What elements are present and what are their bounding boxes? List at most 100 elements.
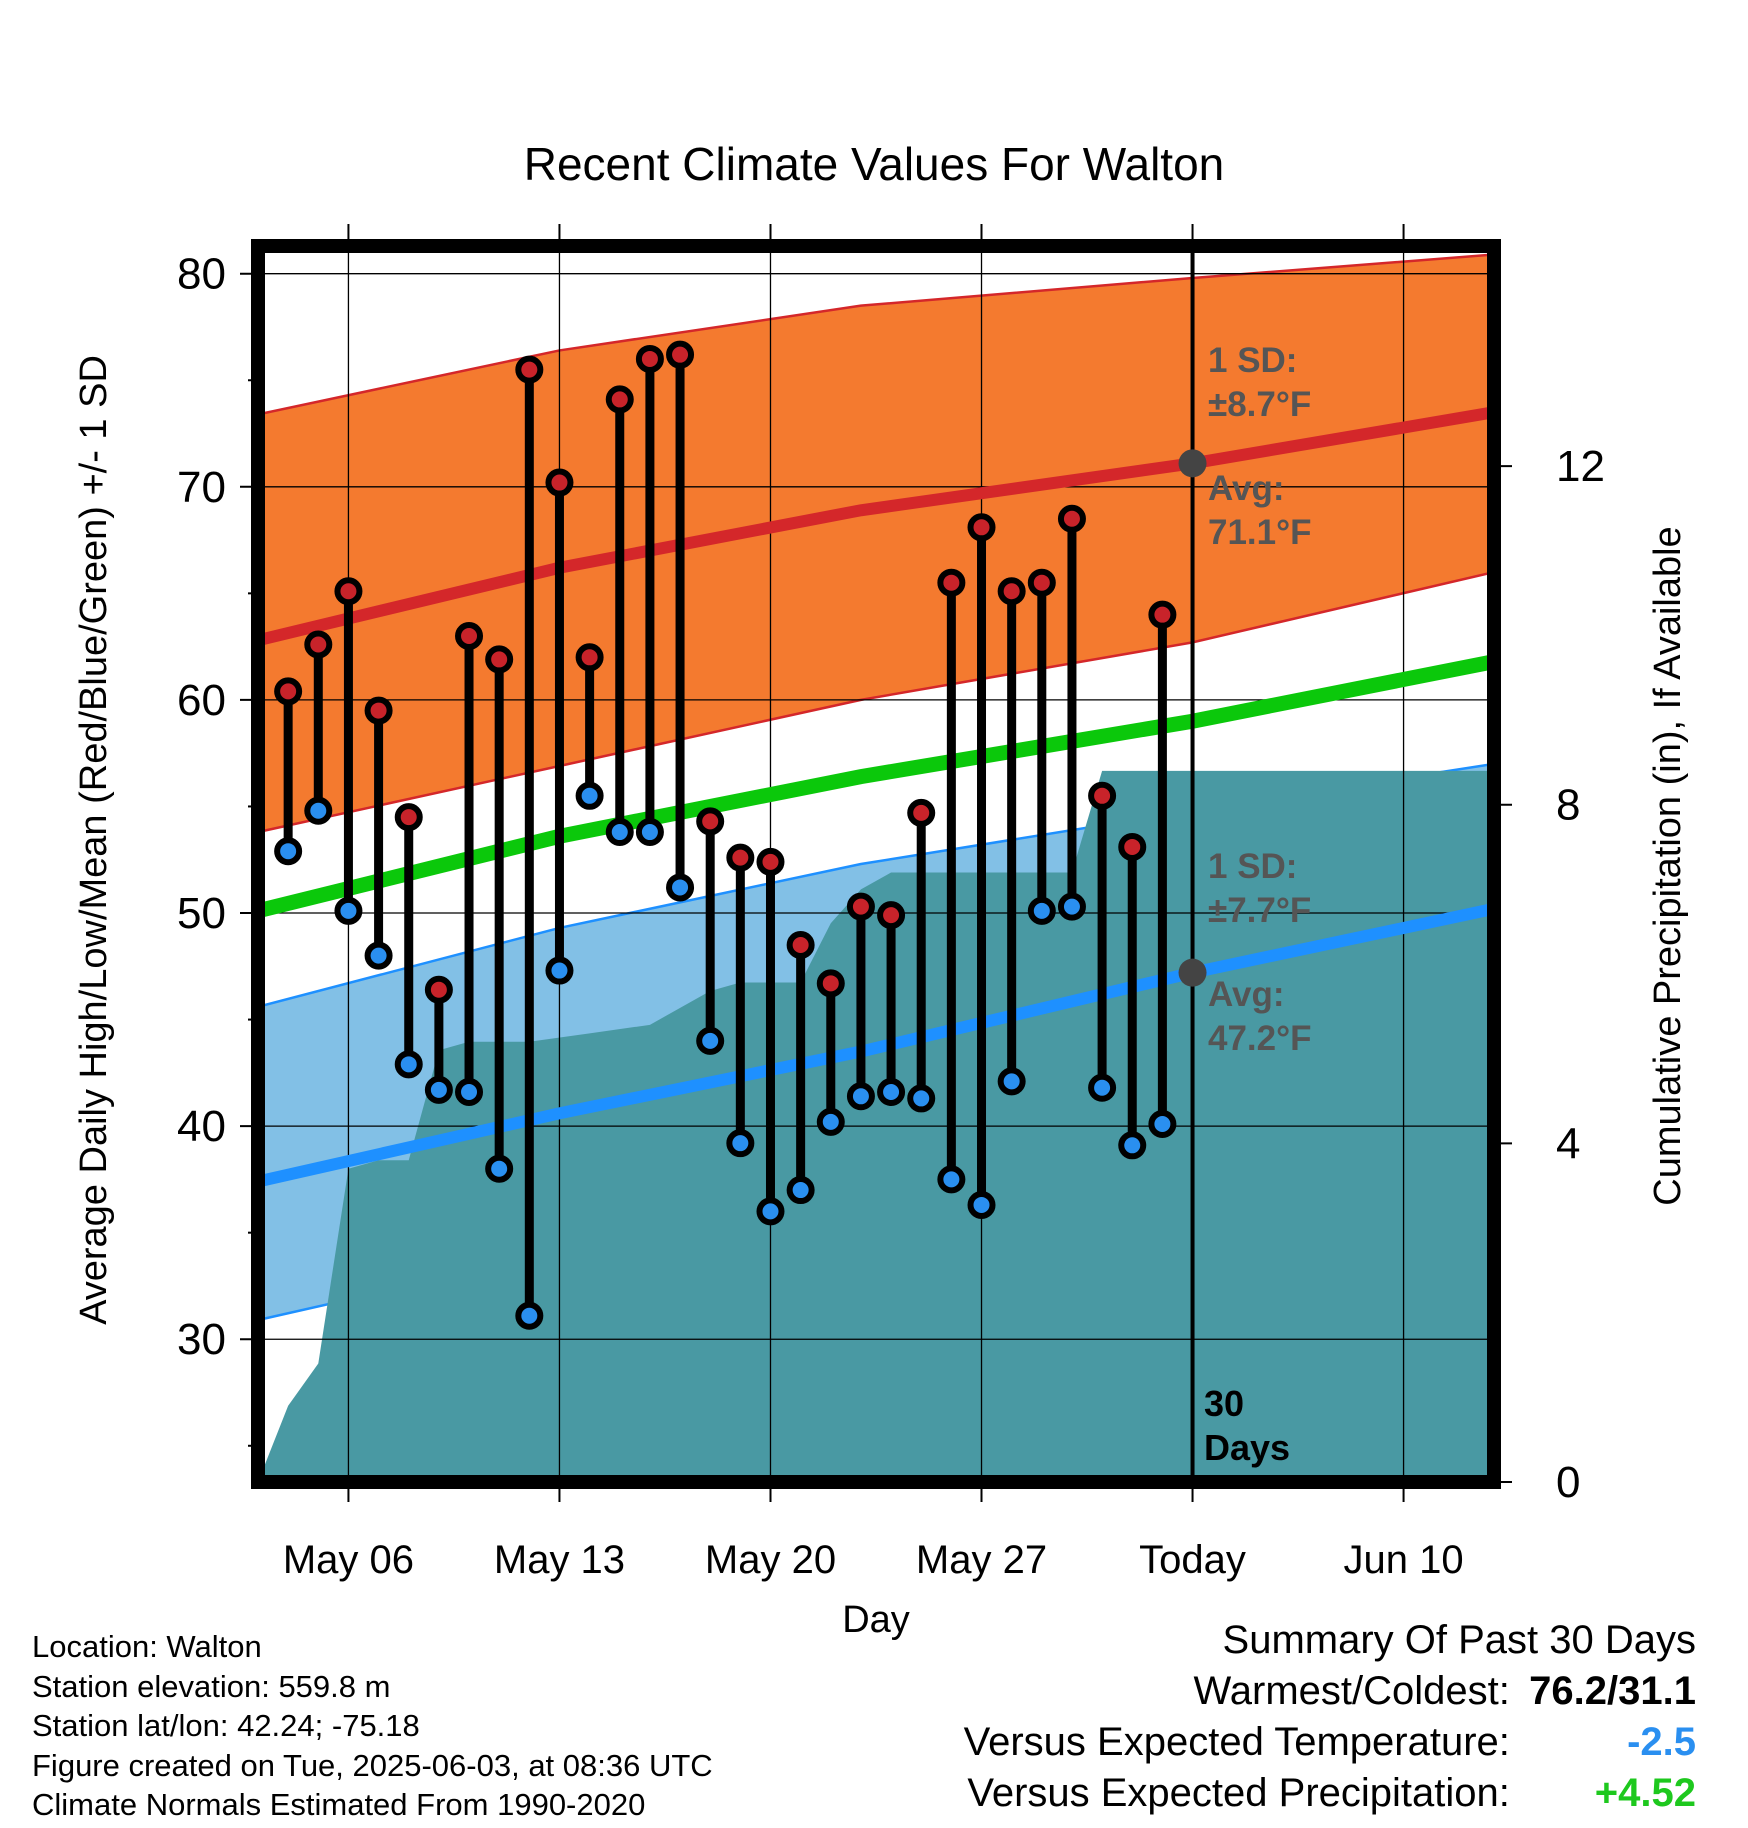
low-point bbox=[1088, 1073, 1117, 1102]
low-point bbox=[545, 956, 574, 985]
summary-precip-row: Versus Expected Precipitation: +4.52 bbox=[964, 1768, 1696, 1819]
x-tick-label: May 20 bbox=[705, 1538, 836, 1582]
low-point bbox=[1148, 1109, 1177, 1138]
today-low-avg-marker bbox=[1178, 958, 1207, 987]
high-avg-label: Avg: bbox=[1208, 469, 1284, 508]
x-axis-label: Day bbox=[842, 1599, 910, 1641]
low-sd-label: 1 SD: bbox=[1208, 847, 1297, 886]
low-point bbox=[605, 818, 634, 847]
high-sd-label: 1 SD: bbox=[1208, 341, 1297, 380]
high-point bbox=[1088, 781, 1117, 810]
y2-axis-label: Cumulative Precipitation (in), If Availa… bbox=[1647, 526, 1689, 1205]
today-label-line2: Days bbox=[1204, 1427, 1290, 1468]
today-label-line1: 30 bbox=[1204, 1383, 1244, 1424]
data-marks bbox=[274, 340, 1177, 1330]
y-tick-label: 30 bbox=[177, 1315, 226, 1364]
high-point bbox=[304, 630, 333, 659]
high-sd-value: ±8.7°F bbox=[1208, 385, 1311, 424]
low-point bbox=[1118, 1131, 1147, 1160]
low-avg-value: 47.2°F bbox=[1208, 1019, 1312, 1058]
high-point bbox=[334, 577, 363, 606]
x-tick-label: Jun 10 bbox=[1344, 1538, 1464, 1582]
y-tick-label: 40 bbox=[177, 1102, 226, 1151]
high-point bbox=[605, 385, 634, 414]
high-point bbox=[394, 803, 423, 832]
high-point bbox=[635, 344, 664, 373]
y-tick-label: 60 bbox=[177, 676, 226, 725]
low-point bbox=[696, 1026, 725, 1055]
low-point bbox=[394, 1050, 423, 1079]
y-tick-label: 70 bbox=[177, 463, 226, 512]
low-point bbox=[455, 1078, 484, 1107]
low-point bbox=[756, 1197, 785, 1226]
low-point bbox=[666, 873, 695, 902]
low-point bbox=[967, 1190, 996, 1219]
annotations: 1 SD: ±8.7°F Avg: 71.1°F 1 SD: ±7.7°F Av… bbox=[1208, 341, 1312, 1058]
high-point bbox=[666, 340, 695, 369]
high-point bbox=[846, 892, 875, 921]
warmest-value: 76.2/31.1 bbox=[1529, 1669, 1696, 1713]
latlon-text: Station lat/lon: 42.24; -75.18 bbox=[32, 1708, 420, 1743]
high-point bbox=[1027, 568, 1056, 597]
high-point bbox=[1148, 600, 1177, 629]
low-point bbox=[274, 837, 303, 866]
high-point bbox=[364, 696, 393, 725]
high-point bbox=[696, 807, 725, 836]
high-point bbox=[997, 577, 1026, 606]
low-point bbox=[485, 1154, 514, 1183]
precip-value: +4.52 bbox=[1594, 1771, 1696, 1815]
y-tick-label: 50 bbox=[177, 889, 226, 938]
temp-label: Versus Expected Temperature: bbox=[963, 1720, 1510, 1764]
low-point bbox=[907, 1084, 936, 1113]
elevation-text: Station elevation: 559.8 m bbox=[32, 1668, 391, 1704]
low-point bbox=[304, 796, 333, 825]
high-point bbox=[455, 621, 484, 650]
plot-area bbox=[258, 246, 1494, 1482]
low-point bbox=[726, 1129, 755, 1158]
low-point bbox=[1057, 892, 1086, 921]
summary-temp-row: Versus Expected Temperature: -2.5 bbox=[964, 1717, 1696, 1768]
plot-frame bbox=[251, 239, 1501, 1489]
location-text: Location: Walton bbox=[32, 1629, 262, 1664]
temp-value: -2.5 bbox=[1627, 1720, 1696, 1764]
low-avg-label: Avg: bbox=[1208, 975, 1284, 1014]
high-point bbox=[726, 843, 755, 872]
high-point bbox=[786, 930, 815, 959]
low-point bbox=[937, 1165, 966, 1194]
low-point bbox=[575, 781, 604, 810]
high-point bbox=[515, 355, 544, 384]
precip-label: Versus Expected Precipitation: bbox=[967, 1771, 1510, 1815]
high-point bbox=[424, 975, 453, 1004]
chart-title: Recent Climate Values For Walton bbox=[524, 138, 1225, 190]
warmest-label: Warmest/Coldest: bbox=[1193, 1669, 1510, 1713]
x-tick-label: May 06 bbox=[283, 1538, 414, 1582]
y2-tick-label: 4 bbox=[1556, 1119, 1580, 1168]
summary-warmest-row: Warmest/Coldest: 76.2/31.1 bbox=[964, 1666, 1697, 1717]
low-point bbox=[786, 1176, 815, 1205]
high-point bbox=[274, 677, 303, 706]
y2-tick-label: 12 bbox=[1556, 442, 1605, 491]
high-point bbox=[575, 643, 604, 672]
station-info: Location: Walton Station elevation: 559.… bbox=[32, 1627, 713, 1825]
summary-title: Summary Of Past 30 Days bbox=[1222, 1618, 1696, 1662]
low-point bbox=[424, 1075, 453, 1104]
x-tick-label: May 13 bbox=[494, 1538, 625, 1582]
y2-tick-label: 8 bbox=[1556, 781, 1580, 830]
high-point bbox=[756, 847, 785, 876]
x-tick-label: May 27 bbox=[916, 1538, 1047, 1582]
mean-line bbox=[258, 654, 1494, 919]
low-point bbox=[1027, 896, 1056, 925]
low-point bbox=[635, 818, 664, 847]
low-point bbox=[364, 941, 393, 970]
low-sd-value: ±7.7°F bbox=[1208, 891, 1311, 930]
high-point bbox=[816, 969, 845, 998]
summary-panel: Summary Of Past 30 Days Warmest/Coldest:… bbox=[964, 1615, 1696, 1819]
axes: 30 40 50 60 70 80 0 4 8 12 May 06 May 13 May 20 May 2… bbox=[177, 224, 1605, 1582]
high-point bbox=[1057, 504, 1086, 533]
low-point bbox=[997, 1067, 1026, 1096]
high-point bbox=[937, 568, 966, 597]
low-point bbox=[877, 1078, 906, 1107]
high-point bbox=[877, 901, 906, 930]
high-sd-band bbox=[258, 253, 1494, 834]
